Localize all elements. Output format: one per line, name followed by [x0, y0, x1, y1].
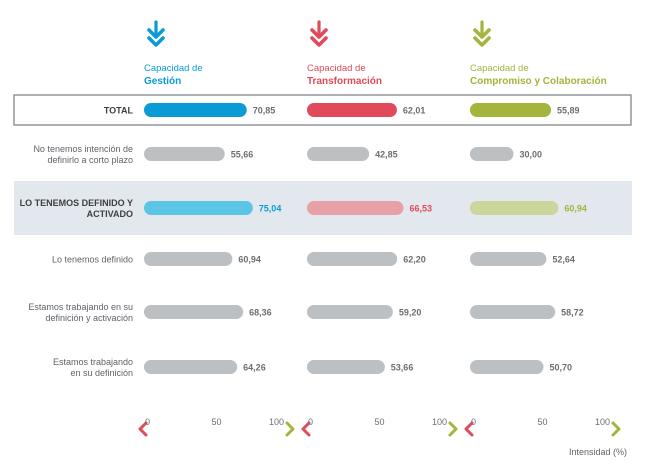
series-1-chevron-down-icon [147, 20, 165, 47]
axis-3-tick-100: 100 [595, 417, 610, 427]
axis-right-arrow-icon [448, 421, 458, 437]
series-1-title-line2: Gestión [144, 76, 181, 87]
chevron-lower [310, 36, 328, 47]
row-4-label-line1: Lo tenemos definido [52, 255, 133, 265]
series-3-title-line1: Capacidad de [470, 63, 529, 74]
value-label-row2-series1: 55,66 [231, 150, 254, 160]
axis-title: Intensidad (%) [569, 447, 627, 457]
bar-row3-series2 [307, 201, 404, 215]
axis-left-arrow-icon [464, 421, 474, 437]
axis-1 [138, 421, 295, 437]
axis-1-tick-100: 100 [269, 417, 284, 427]
value-label-row5-series2: 59,20 [399, 308, 422, 318]
row-3-label-line1: LO TENEMOS DEFINIDO Y [20, 198, 133, 208]
axis-3-tick-50: 50 [537, 417, 547, 427]
axis-2 [301, 421, 458, 437]
axis-3 [464, 421, 621, 437]
bar-row4-series2 [307, 252, 398, 266]
axis-2-tick-100: 100 [432, 417, 447, 427]
row-1-label-line1: TOTAL [104, 106, 134, 116]
value-label-row5-series3: 58,72 [561, 308, 584, 318]
bar-row1-series3 [470, 103, 552, 117]
value-label-row2-series3: 30,00 [520, 150, 543, 160]
row-6-label-line1: Estamos trabajando [53, 357, 133, 367]
series-3-chevron-down-icon [473, 20, 491, 47]
row-2-label-line2: definirlo a corto plazo [47, 155, 133, 165]
value-label-row6-series2: 53,66 [391, 363, 414, 373]
axis-1-tick-50: 50 [211, 417, 221, 427]
bar-row4-series3 [470, 252, 547, 266]
value-label-row2-series2: 42,85 [375, 150, 398, 160]
bar-row5-series1 [144, 305, 244, 319]
axis-left-arrow-icon [138, 421, 148, 437]
chevron-upper [147, 28, 165, 39]
value-label-row3-series3: 60,94 [564, 204, 587, 214]
axis-left-arrow-icon [301, 421, 311, 437]
series-1-title-line1: Capacidad de [144, 63, 203, 74]
bar-row6-series3 [470, 360, 544, 374]
value-label-row4-series3: 52,64 [552, 255, 575, 265]
bar-row1-series2 [307, 103, 397, 117]
axis-2-tick-50: 50 [374, 417, 384, 427]
value-label-row4-series1: 60,94 [238, 255, 261, 265]
bar-row2-series2 [307, 147, 370, 161]
row-6-label-line2: en su definición [70, 368, 133, 378]
axis-2-tick-0: 0 [308, 417, 313, 427]
row-3-label-line2: ACTIVADO [87, 209, 133, 219]
bar-row5-series3 [470, 305, 556, 319]
bar-row4-series1 [144, 252, 233, 266]
row-5-label-line2: definición y activación [45, 313, 133, 323]
row-2-label-line1: No tenemos intención de [33, 144, 133, 154]
value-label-row1-series1: 70,85 [253, 106, 276, 116]
axis-1-tick-0: 0 [145, 417, 150, 427]
series-2-title-line1: Capacidad de [307, 63, 366, 74]
chevron-lower [473, 36, 491, 47]
value-label-row1-series2: 62,01 [403, 106, 426, 116]
chevron-lower [147, 36, 165, 47]
axis-right-arrow-icon [611, 421, 621, 437]
chevron-upper [310, 28, 328, 39]
value-label-row4-series2: 62,20 [403, 255, 426, 265]
chevron-upper [473, 28, 491, 39]
value-label-row1-series3: 55,89 [557, 106, 580, 116]
bar-row1-series1 [144, 103, 247, 117]
bar-row3-series1 [144, 201, 253, 215]
series-2-title-line2: Transformación [307, 76, 382, 87]
series-3-title-line2: Compromiso y Colaboración [470, 76, 607, 87]
axis-3-tick-0: 0 [471, 417, 476, 427]
row-5-label-line1: Estamos trabajando en su [28, 302, 133, 312]
bar-row6-series2 [307, 360, 385, 374]
bar-row2-series3 [470, 147, 514, 161]
value-label-row6-series1: 64,26 [243, 363, 266, 373]
value-label-row5-series1: 68,36 [249, 308, 272, 318]
bar-row6-series1 [144, 360, 238, 374]
bar-row2-series1 [144, 147, 225, 161]
value-label-row3-series1: 75,04 [259, 204, 282, 214]
value-label-row3-series2: 66,53 [409, 204, 432, 214]
series-2-chevron-down-icon [310, 20, 328, 47]
bar-row3-series3 [470, 201, 559, 215]
value-label-row6-series3: 50,70 [550, 363, 573, 373]
axis-right-arrow-icon [285, 421, 295, 437]
bar-row5-series2 [307, 305, 393, 319]
